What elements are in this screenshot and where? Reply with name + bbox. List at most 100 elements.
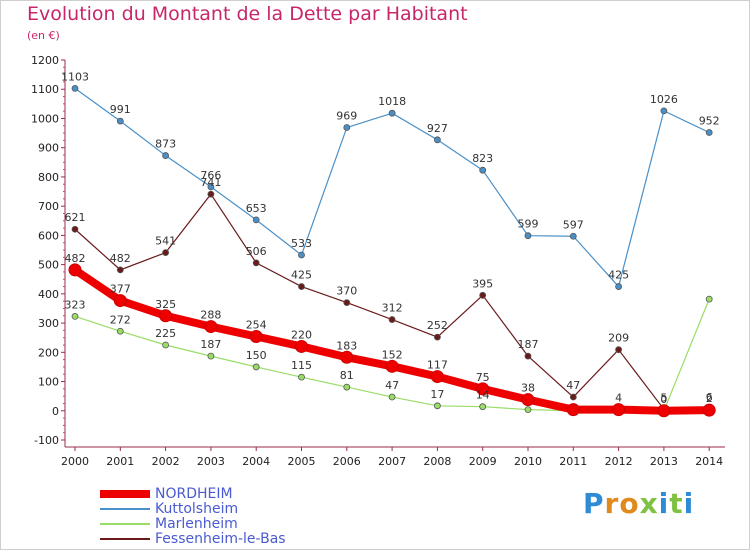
data-point-marlenheim	[388, 393, 396, 401]
data-label-kuttolsheim: 653	[246, 202, 267, 215]
data-point-kuttolsheim	[207, 183, 215, 191]
x-tick-label: 2011	[559, 455, 587, 468]
data-point-fessenheim-le-bas	[388, 316, 396, 323]
legend-swatch	[100, 490, 150, 498]
logo-letter: o	[619, 487, 640, 520]
y-tick-label: 1200	[31, 54, 59, 67]
y-tick-label: 200	[38, 346, 59, 359]
data-point-nordheim	[521, 393, 535, 407]
data-point-fessenheim-le-bas	[479, 291, 487, 299]
legend-label: Marlenheim	[155, 516, 238, 532]
y-tick-label: 1100	[31, 83, 59, 96]
data-point-fessenheim-le-bas	[71, 225, 79, 233]
data-label-marlenheim: 272	[110, 313, 131, 326]
data-point-kuttolsheim	[388, 109, 396, 117]
data-point-fessenheim-le-bas	[615, 346, 622, 354]
x-tick-label: 2005	[288, 455, 316, 468]
data-label-nordheim: 38	[521, 382, 535, 395]
x-tick-label: 2002	[152, 455, 180, 468]
data-label-marlenheim: 323	[65, 298, 86, 311]
data-point-fessenheim-le-bas	[252, 259, 260, 267]
data-label-nordheim: 325	[155, 298, 176, 311]
y-tick-label: 700	[38, 200, 59, 213]
y-tick-label: -100	[34, 434, 59, 447]
data-label-kuttolsheim: 927	[427, 122, 448, 135]
data-point-kuttolsheim	[705, 129, 713, 136]
y-tick-label: 900	[38, 142, 59, 155]
legend-item-kuttolsheim: Kuttolsheim	[100, 501, 238, 517]
data-label-marlenheim: 14	[476, 389, 490, 402]
data-label-fessenheim-le-bas: 370	[336, 285, 357, 298]
legend-item-nordheim: NORDHEIM	[100, 486, 233, 502]
data-label-kuttolsheim: 425	[608, 269, 629, 282]
data-point-marlenheim	[252, 363, 260, 371]
data-point-marlenheim	[116, 327, 124, 335]
x-tick-label: 2014	[695, 455, 723, 468]
y-tick-label: 300	[38, 317, 59, 330]
data-label-nordheim: 152	[382, 348, 403, 361]
data-label-marlenheim: 225	[155, 327, 176, 340]
data-point-kuttolsheim	[252, 216, 260, 224]
x-tick-label: 2006	[333, 455, 361, 468]
x-tick-label: 2001	[106, 455, 134, 468]
data-point-fessenheim-le-bas	[569, 393, 577, 401]
chart-subtitle: (en €)	[27, 29, 60, 42]
data-point-marlenheim	[207, 352, 215, 360]
legend-item-marlenheim: Marlenheim	[100, 516, 238, 532]
y-tick-label: 0	[52, 405, 59, 418]
data-point-nordheim	[612, 403, 626, 417]
y-tick-label: 800	[38, 171, 59, 184]
data-point-fessenheim-le-bas	[116, 266, 124, 274]
data-point-kuttolsheim	[660, 107, 668, 115]
data-label-fessenheim-le-bas: 47	[566, 379, 580, 392]
x-tick-label: 2003	[197, 455, 225, 468]
data-label-marlenheim: 17	[430, 388, 444, 401]
y-tick-label: 100	[38, 376, 59, 389]
data-point-kuttolsheim	[524, 232, 532, 240]
data-label-nordheim: 377	[110, 283, 131, 296]
data-label-kuttolsheim: 823	[472, 152, 493, 165]
data-point-marlenheim	[479, 403, 487, 411]
data-point-kuttolsheim	[71, 84, 79, 92]
data-point-kuttolsheim	[569, 232, 577, 240]
legend-item-fessenheim-le-bas: Fessenheim-le-Bas	[100, 531, 286, 547]
data-point-kuttolsheim	[343, 124, 351, 131]
logo-letter: P	[583, 487, 605, 520]
data-label-kuttolsheim: 1103	[61, 70, 89, 83]
y-tick-label: 1000	[31, 112, 59, 125]
data-label-nordheim: 183	[336, 339, 357, 352]
legend-swatch	[100, 508, 150, 510]
y-tick-label: 400	[38, 288, 59, 301]
data-label-fessenheim-le-bas: 425	[291, 269, 312, 282]
data-label-marlenheim: 47	[385, 379, 399, 392]
data-label-kuttolsheim: 969	[336, 110, 357, 123]
y-tick-label: 600	[38, 229, 59, 242]
data-label-kuttolsheim: 1018	[378, 95, 406, 108]
chart-title: Evolution du Montant de la Dette par Hab…	[27, 3, 468, 25]
data-label-kuttolsheim: 599	[518, 218, 539, 231]
logo-letter: t	[669, 487, 684, 520]
data-point-nordheim	[340, 350, 354, 364]
data-label-fessenheim-le-bas: 5	[660, 391, 667, 404]
x-tick-label: 2000	[61, 455, 89, 468]
x-tick-label: 2012	[605, 455, 633, 468]
data-label-nordheim: 254	[246, 319, 267, 332]
data-point-kuttolsheim	[479, 166, 487, 174]
logo-letter: i	[683, 487, 695, 520]
data-point-nordheim	[113, 294, 127, 308]
data-point-nordheim	[702, 403, 716, 417]
data-point-fessenheim-le-bas	[524, 352, 532, 360]
data-label-kuttolsheim: 952	[699, 114, 720, 127]
data-point-kuttolsheim	[162, 152, 170, 159]
data-label-kuttolsheim: 873	[155, 138, 176, 151]
x-tick-label: 2010	[514, 455, 542, 468]
data-label-kuttolsheim: 1026	[650, 93, 678, 106]
data-point-fessenheim-le-bas	[298, 283, 305, 290]
data-label-fessenheim-le-bas: 741	[200, 176, 221, 189]
data-label-marlenheim: 115	[291, 359, 312, 372]
data-label-nordheim: 220	[291, 328, 312, 341]
data-label-nordheim: 75	[476, 371, 490, 384]
data-point-nordheim	[430, 370, 444, 384]
x-tick-label: 2009	[469, 455, 497, 468]
